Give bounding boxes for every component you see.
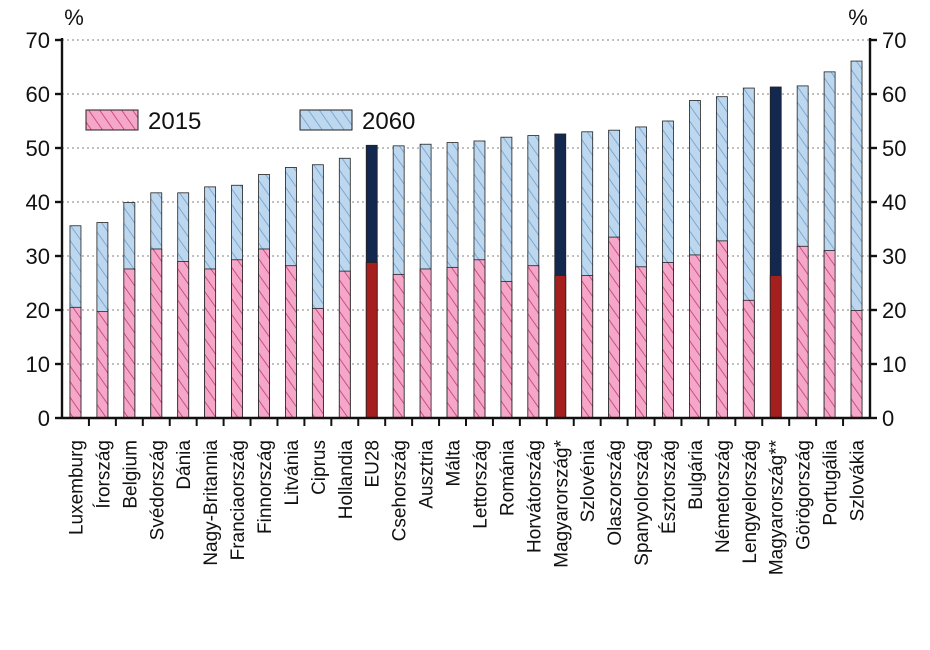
bar-2015 — [715, 240, 728, 419]
bar-2015 — [392, 273, 405, 419]
y-tick-label-right: 50 — [882, 136, 906, 161]
bar-2015 — [473, 259, 486, 419]
bar-2015 — [204, 268, 217, 419]
category-label: Hollandia — [336, 440, 357, 520]
category-label: Szlovénia — [578, 440, 599, 523]
category-label: Svédország — [147, 440, 168, 540]
category-label: Bulgária — [686, 440, 707, 510]
category-label: Olaszország — [605, 440, 626, 546]
bar-2015 — [850, 310, 863, 419]
y-tick-label-left: 50 — [26, 136, 50, 161]
category-label: Lettország — [470, 440, 491, 529]
category-label: Spanyolország — [632, 440, 653, 566]
y-tick-label-right: 40 — [882, 190, 906, 215]
bar-2015 — [419, 268, 432, 419]
category-label: Franciaország — [228, 440, 249, 560]
category-label: Lengyelország — [740, 440, 761, 564]
category-label: EU28 — [363, 440, 384, 488]
category-label: Nagy-Britannia — [201, 440, 222, 566]
y-unit-left: % — [64, 5, 84, 30]
category-label: Litvánia — [282, 440, 303, 506]
category-label: Németország — [713, 440, 734, 553]
bar-2015 — [150, 248, 163, 419]
category-label: Írország — [93, 440, 114, 509]
bars — [69, 60, 863, 419]
y-tick-label-right: 20 — [882, 298, 906, 323]
y-tick-label-left: 70 — [26, 28, 50, 53]
y-tick-label-left: 40 — [26, 190, 50, 215]
category-label: Magyarország** — [767, 439, 788, 575]
bar-2015 — [662, 262, 674, 419]
bar-2015 — [338, 270, 351, 419]
legend-label: 2015 — [148, 108, 201, 135]
bar-2015 — [500, 280, 513, 419]
y-tick-label-right: 0 — [882, 406, 894, 431]
category-label: Málta — [444, 440, 465, 487]
category-label: Finnország — [255, 440, 276, 534]
y-tick-label-right: 10 — [882, 352, 906, 377]
bar-2015 — [311, 307, 324, 419]
bar-2015 — [689, 254, 701, 419]
y-tick-label-left: 20 — [26, 298, 50, 323]
category-label: Észtország — [659, 440, 680, 534]
bar-2015 — [123, 268, 136, 419]
bar-2015 — [69, 306, 82, 419]
axes — [55, 38, 877, 426]
category-label: Magyarország* — [551, 439, 572, 567]
bar-2015 — [554, 275, 567, 419]
category-label: Szlovákia — [848, 440, 869, 522]
y-tick-label-left: 30 — [26, 244, 50, 269]
legend-label: 2060 — [362, 108, 415, 135]
legend-swatch — [299, 109, 353, 131]
y-tick-label-left: 10 — [26, 352, 50, 377]
y-tick-label-left: 60 — [26, 82, 50, 107]
y-tick-label-right: 70 — [882, 28, 906, 53]
bar-2015 — [177, 260, 190, 419]
category-label: Görögország — [794, 440, 815, 550]
y-unit-right: % — [848, 5, 868, 30]
bar-2015 — [258, 248, 270, 419]
category-label: Belgium — [120, 440, 141, 509]
category-label: Ausztria — [417, 440, 438, 509]
bar-2015 — [231, 259, 243, 419]
category-label: Horvátország — [524, 440, 545, 553]
category-label: Ciprus — [309, 440, 330, 495]
bar-2015 — [796, 245, 809, 419]
category-label: Portugália — [821, 440, 842, 526]
bar-2015 — [285, 265, 297, 419]
y-tick-label-right: 30 — [882, 244, 906, 269]
category-label: Luxemburg — [66, 440, 87, 535]
bar-2015 — [823, 250, 836, 419]
bar-2015 — [527, 265, 540, 419]
y-tick-label-right: 60 — [882, 82, 906, 107]
legend: 2015 2060 — [85, 108, 415, 135]
bar-2015 — [96, 311, 109, 419]
bar-2015 — [446, 266, 459, 419]
category-label: Dánia — [174, 440, 195, 490]
category-label: Csehország — [390, 440, 411, 541]
bar-2015 — [608, 236, 621, 419]
y-tick-label-left: 0 — [38, 406, 50, 431]
labels: Luxemburg Írország Belgium Svédország Dánia N… — [26, 5, 907, 575]
bar-2015 — [769, 275, 782, 419]
legend-swatch — [85, 109, 139, 131]
bar-2015 — [742, 299, 755, 419]
bar-2015 — [581, 275, 594, 419]
category-label: Románia — [497, 440, 518, 516]
bar-2015 — [635, 266, 647, 419]
bar-2015 — [365, 262, 378, 419]
